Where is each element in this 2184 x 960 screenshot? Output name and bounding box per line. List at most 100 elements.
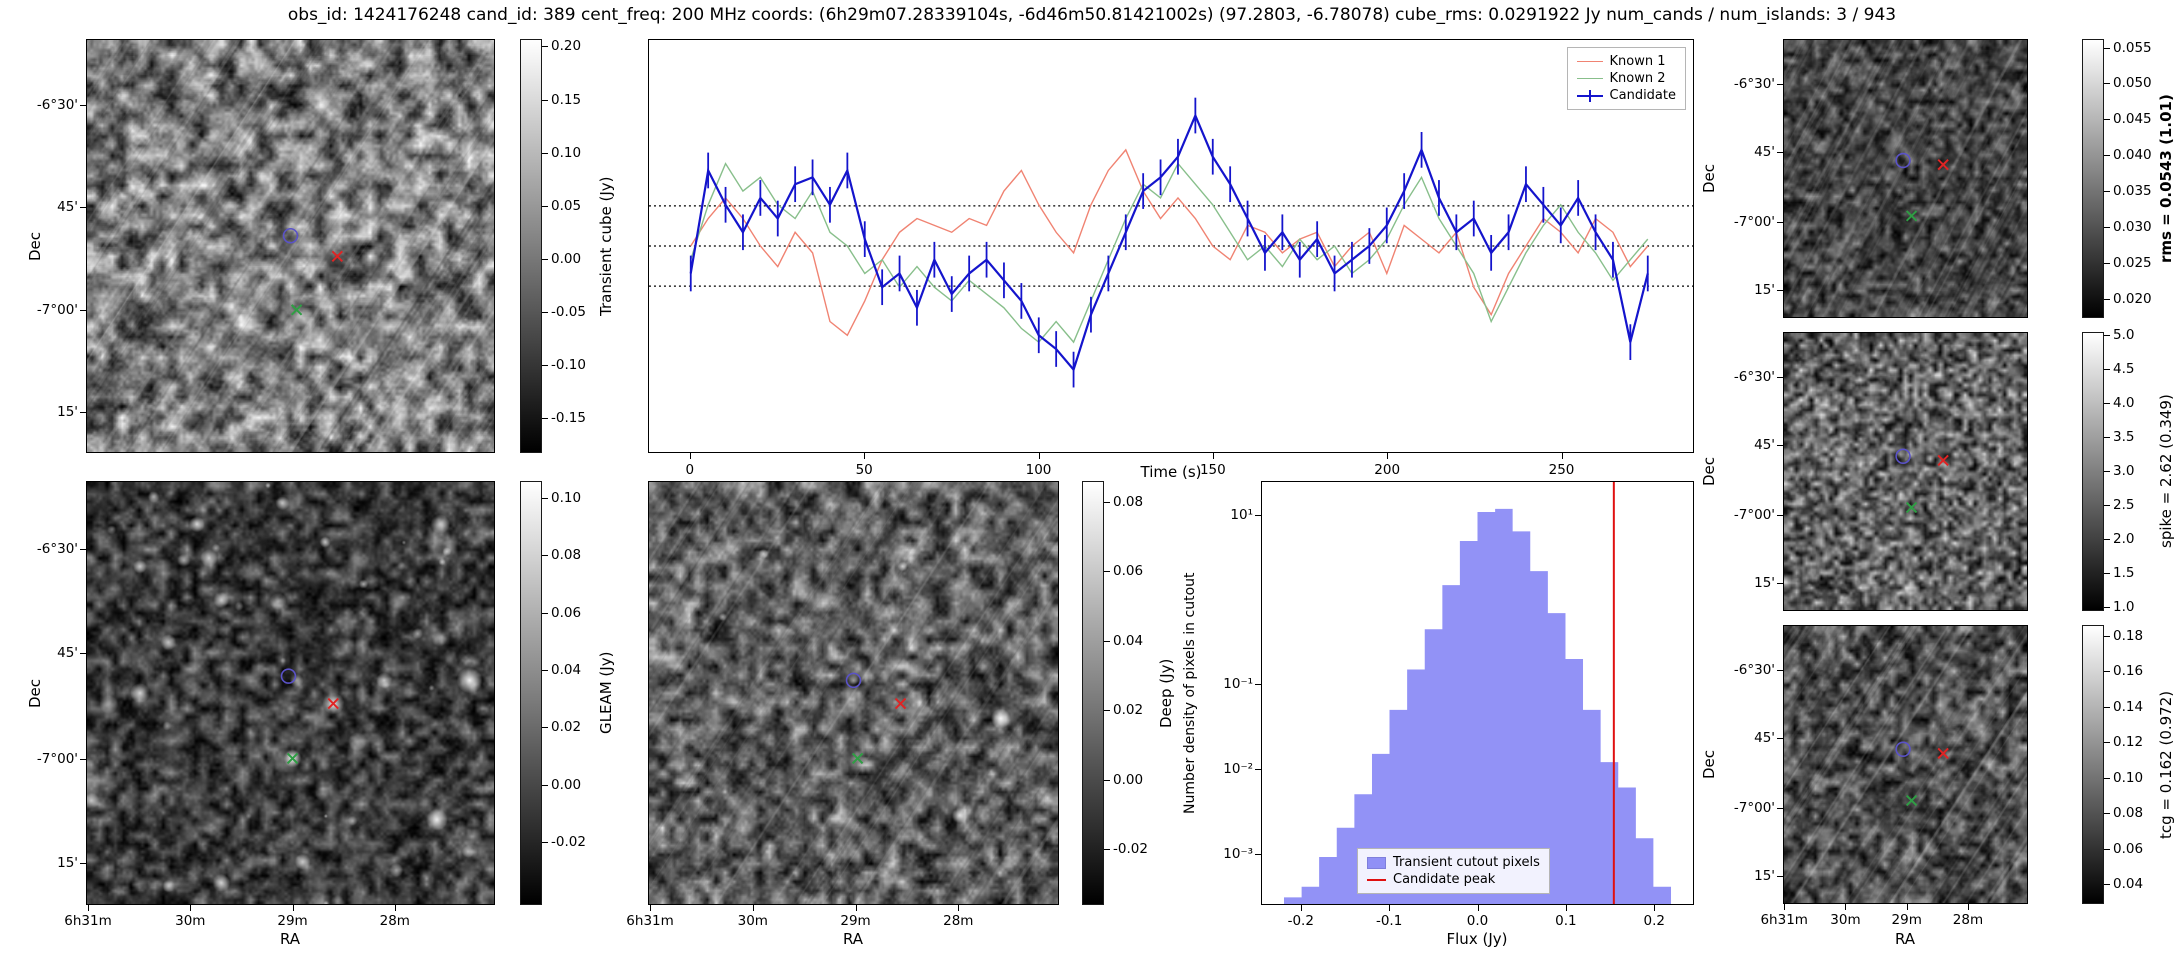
transient-dec-tick-mark <box>80 310 86 312</box>
transient-colorbar-tick-label: -0.15 <box>551 409 586 426</box>
gleam-ra-tick-mark <box>394 905 396 911</box>
rms-colorbar-tick-mark <box>2104 298 2110 300</box>
gleam-colorbar-tick-label: 0.02 <box>551 719 582 736</box>
gleam-colorbar-tick-label: -0.02 <box>551 833 586 850</box>
histogram-legend-entry: Transient cutout pixels <box>1367 855 1540 870</box>
spike-candidate-circle-marker <box>1895 448 1911 465</box>
histogram-x-tick-label: 0.1 <box>1555 913 1577 929</box>
histogram-y-tick-label: 10⁻¹ <box>1223 676 1253 693</box>
rms-dec-tick-mark <box>1777 151 1783 153</box>
lightcurve-x-tick-label: 50 <box>855 462 873 478</box>
tcg-dec-tick-mark <box>1777 876 1783 878</box>
transient-colorbar-tick-mark <box>542 205 548 207</box>
spike-colorbar-tick-label: 2.0 <box>2113 530 2135 547</box>
lightcurve-x-tick-mark <box>1561 453 1563 459</box>
histogram-xlabel: Flux (Jy) <box>1446 930 1508 948</box>
histogram-y-tick-mark <box>1255 853 1261 855</box>
gleam-ra-axis-label: RA <box>279 930 301 948</box>
lightcurve-x-tick-label: 200 <box>1374 462 1401 478</box>
histogram-y-tick-mark <box>1255 769 1261 771</box>
rms-x-marker <box>1937 158 1949 171</box>
tcg-dec-tick-label: -6°30' <box>1733 661 1775 678</box>
lightcurve-legend-entry: Candidate <box>1576 88 1676 103</box>
gleam-ra-tick-label: 30m <box>175 913 206 929</box>
spike-x-marker <box>1905 501 1918 514</box>
histogram-legend-label: Transient cutout pixels <box>1393 855 1540 870</box>
transient-x-marker <box>331 250 343 262</box>
tcg-colorbar-tick-label: 0.12 <box>2113 734 2144 751</box>
lightcurve-legend: Known 1 Known 2 Candidate <box>1566 47 1686 110</box>
rms-colorbar <box>2082 39 2104 318</box>
gleam-dec-tick-label: 15' <box>57 854 78 871</box>
tcg-ra-axis-label: RA <box>1894 930 1916 948</box>
tcg-colorbar-tick-mark <box>2104 742 2110 744</box>
tcg-ra-tick-label: 6h31m <box>1760 912 1808 928</box>
gleam-colorbar <box>520 481 542 905</box>
spike-colorbar-tick-mark <box>2104 470 2110 472</box>
gleam-colorbar-tick-mark <box>542 612 548 614</box>
gleam-ra-tick-mark <box>88 905 90 911</box>
transient-dec-tick-label: -6°30' <box>36 97 78 114</box>
gleam-marker-overlay <box>280 668 339 765</box>
transient-dec-tick-label: -7°00' <box>36 302 78 319</box>
rms-dec-tick-label: -7°00' <box>1733 213 1775 230</box>
spike-colorbar-tick-label: 4.0 <box>2113 394 2135 411</box>
rms-colorbar-tick-label: 0.035 <box>2113 183 2152 200</box>
histogram-x-tick-label: -0.2 <box>1287 913 1314 929</box>
deep-marker-overlay <box>845 672 907 765</box>
histogram-x-tick-mark <box>1565 905 1567 911</box>
deep-noise-image <box>649 482 1058 904</box>
gleam-cutout-panel <box>86 481 495 905</box>
gleam-dec-tick-mark <box>80 652 86 654</box>
transient-colorbar-tick-mark <box>542 311 548 313</box>
histogram-x-tick-mark <box>1654 905 1656 911</box>
tcg-ra-tick-label: 30m <box>1830 912 1861 928</box>
transient-colorbar-tick-mark <box>542 152 548 154</box>
lightcurve-series-candidate <box>689 112 1649 372</box>
lightcurve-legend-label: Known 2 <box>1609 71 1666 86</box>
spike-dec-tick-mark <box>1777 583 1783 585</box>
rms-x-marker <box>1905 210 1918 222</box>
gleam-colorbar-tick-label: 0.00 <box>551 776 582 793</box>
lightcurve-x-tick-label: 0 <box>685 462 695 478</box>
deep-colorbar <box>1082 481 1104 905</box>
lightcurve-legend-errorbar <box>1588 89 1591 102</box>
transient-dec-tick-mark <box>80 105 86 107</box>
spike-colorbar <box>2082 332 2104 611</box>
lightcurve-x-tick-label: 150 <box>1199 462 1226 478</box>
gleam-x-marker <box>327 697 339 710</box>
gleam-dec-tick-mark <box>80 862 86 864</box>
tcg-noise-image <box>1784 626 2027 903</box>
lightcurve-legend-line <box>1576 60 1603 63</box>
spike-colorbar-gradient <box>2083 333 2103 610</box>
tcg-colorbar-tick-label: 0.10 <box>2113 769 2144 786</box>
lightcurve-x-tick-mark <box>1038 453 1040 459</box>
gleam-x-marker <box>286 752 299 765</box>
transient-dec-tick-label: 15' <box>57 403 78 420</box>
transient-cube-noise-image <box>87 40 494 452</box>
gleam-dec-tick-label: -6°30' <box>36 540 78 557</box>
spike-colorbar-tick-label: 2.5 <box>2113 496 2135 513</box>
tcg-ra-tick-label: 29m <box>1891 912 1922 928</box>
transient-colorbar-tick-mark <box>542 364 548 366</box>
gleam-dec-tick-mark <box>80 758 86 760</box>
lightcurve-series-known-1 <box>690 148 1649 337</box>
deep-x-marker <box>851 752 864 765</box>
transient-cube-marker-overlay <box>282 227 343 316</box>
deep-ra-tick-mark <box>958 905 960 911</box>
gleam-ra-tick-label: 6h31m <box>64 913 112 929</box>
spike-colorbar-tick-label: 3.5 <box>2113 428 2135 445</box>
gleam-colorbar-tick-mark <box>542 841 548 843</box>
transient-colorbar-tick-mark <box>542 417 548 419</box>
tcg-colorbar-tick-mark <box>2104 671 2110 673</box>
gleam-colorbar-tick-label: 0.10 <box>551 490 582 507</box>
gleam-colorbar-tick-mark <box>542 670 548 672</box>
rms-candidate-circle-marker <box>1895 152 1911 169</box>
spike-colorbar-tick-label: 1.0 <box>2113 598 2135 615</box>
spike-colorbar-tick-label: 5.0 <box>2113 326 2135 343</box>
deep-ra-tick-label: 6h31m <box>626 913 674 929</box>
transient-candidate-circle-marker <box>282 227 299 244</box>
deep-colorbar-tick-label: -0.02 <box>1113 841 1148 858</box>
gleam-colorbar-tick-mark <box>542 784 548 786</box>
